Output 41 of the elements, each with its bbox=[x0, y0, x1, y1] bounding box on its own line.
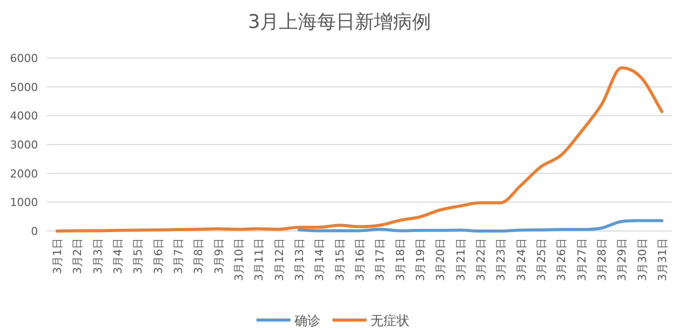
x-tick-label: 3月1日 bbox=[51, 238, 64, 274]
x-tick-label: 3月10日 bbox=[232, 238, 246, 281]
x-tick-label: 3月22日 bbox=[474, 238, 488, 281]
x-tick-label: 3月8日 bbox=[192, 238, 206, 274]
x-tick-label: 3月6日 bbox=[152, 238, 165, 274]
y-tick-label: 4000 bbox=[10, 110, 38, 123]
x-tick-label: 3月28日 bbox=[595, 238, 608, 281]
legend-label: 无症状 bbox=[370, 314, 410, 329]
x-tick-label: 3月30日 bbox=[636, 238, 649, 281]
x-tick-label: 3月2日 bbox=[71, 238, 84, 274]
x-tick-label: 3月7日 bbox=[172, 238, 186, 274]
x-tick-label: 3月3日 bbox=[91, 238, 104, 274]
x-tick-label: 3月23日 bbox=[494, 238, 508, 281]
x-tick-label: 3月31日 bbox=[656, 238, 669, 281]
x-tick-label: 3月20日 bbox=[434, 238, 448, 281]
y-tick-label: 6000 bbox=[10, 52, 38, 65]
x-tick-label: 3月13日 bbox=[293, 238, 306, 281]
x-tick-label: 3月18日 bbox=[394, 238, 407, 281]
y-tick-label: 1000 bbox=[10, 196, 38, 210]
x-tick-label: 3月5日 bbox=[132, 238, 145, 274]
y-tick-label: 2000 bbox=[10, 167, 38, 180]
x-tick-label: 3月9日 bbox=[212, 238, 226, 274]
x-tick-label: 3月19日 bbox=[414, 238, 427, 281]
x-tick-label: 3月16日 bbox=[354, 238, 366, 281]
x-tick-label: 3月24日 bbox=[514, 238, 528, 281]
x-tick-label: 3月26日 bbox=[555, 238, 568, 281]
legend-label: 确诊 bbox=[294, 314, 320, 329]
chart-title: 3月上海每日新增病例 bbox=[248, 11, 432, 33]
x-tick-label: 3月27日 bbox=[575, 238, 588, 281]
x-tick-label: 3月29日 bbox=[616, 238, 629, 281]
y-tick-label: 3000 bbox=[10, 138, 38, 152]
x-tick-label: 3月4日 bbox=[112, 238, 125, 274]
x-tick-label: 3月15日 bbox=[333, 238, 346, 281]
x-tick-label: 3月25日 bbox=[534, 238, 548, 281]
x-tick-label: 3月12日 bbox=[272, 238, 286, 281]
x-tick-label: 3月17日 bbox=[374, 238, 387, 281]
y-tick-label: 5000 bbox=[10, 80, 38, 94]
x-tick-label: 3月21日 bbox=[454, 238, 468, 281]
x-tick-label: 3月14日 bbox=[313, 238, 326, 281]
x-tick-label: 3月11日 bbox=[252, 238, 266, 281]
y-tick-label: 0 bbox=[31, 225, 38, 238]
